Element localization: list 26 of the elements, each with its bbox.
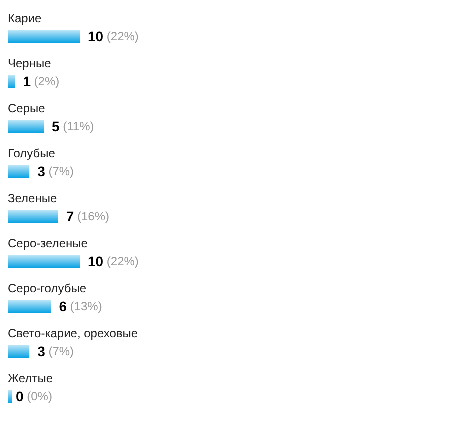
data-label: 3 (7%) bbox=[38, 344, 74, 360]
y-tick-label: Серые bbox=[8, 102, 46, 116]
data-label: 10 (22%) bbox=[88, 254, 139, 270]
data-label: 6 (13%) bbox=[59, 298, 102, 314]
y-tick-label: Желтые bbox=[8, 372, 54, 386]
data-label: 10 (22%) bbox=[88, 28, 139, 44]
y-tick-label: Свето-карие, ореховые bbox=[8, 326, 138, 340]
data-label: 1 (2%) bbox=[23, 74, 60, 90]
bar bbox=[8, 210, 58, 223]
bar bbox=[8, 75, 16, 88]
bar bbox=[8, 120, 44, 133]
data-label: 0 (0%) bbox=[16, 388, 52, 404]
y-tick-label: Серо-голубые bbox=[8, 282, 87, 296]
data-label: 5 (11%) bbox=[52, 118, 94, 134]
bar bbox=[8, 255, 80, 268]
y-tick-label: Черные bbox=[8, 56, 52, 70]
bar bbox=[8, 300, 52, 313]
bar bbox=[8, 30, 80, 43]
data-label: 7 (16%) bbox=[66, 208, 110, 224]
y-tick-label: Карие bbox=[8, 12, 42, 26]
data-label: 3 (7%) bbox=[38, 164, 74, 180]
y-tick-label: Серо-зеленые bbox=[8, 236, 88, 250]
bar bbox=[8, 345, 30, 358]
y-tick-label: Голубые bbox=[8, 146, 56, 160]
bar bbox=[8, 165, 30, 178]
y-tick-label: Зеленые bbox=[8, 192, 58, 206]
